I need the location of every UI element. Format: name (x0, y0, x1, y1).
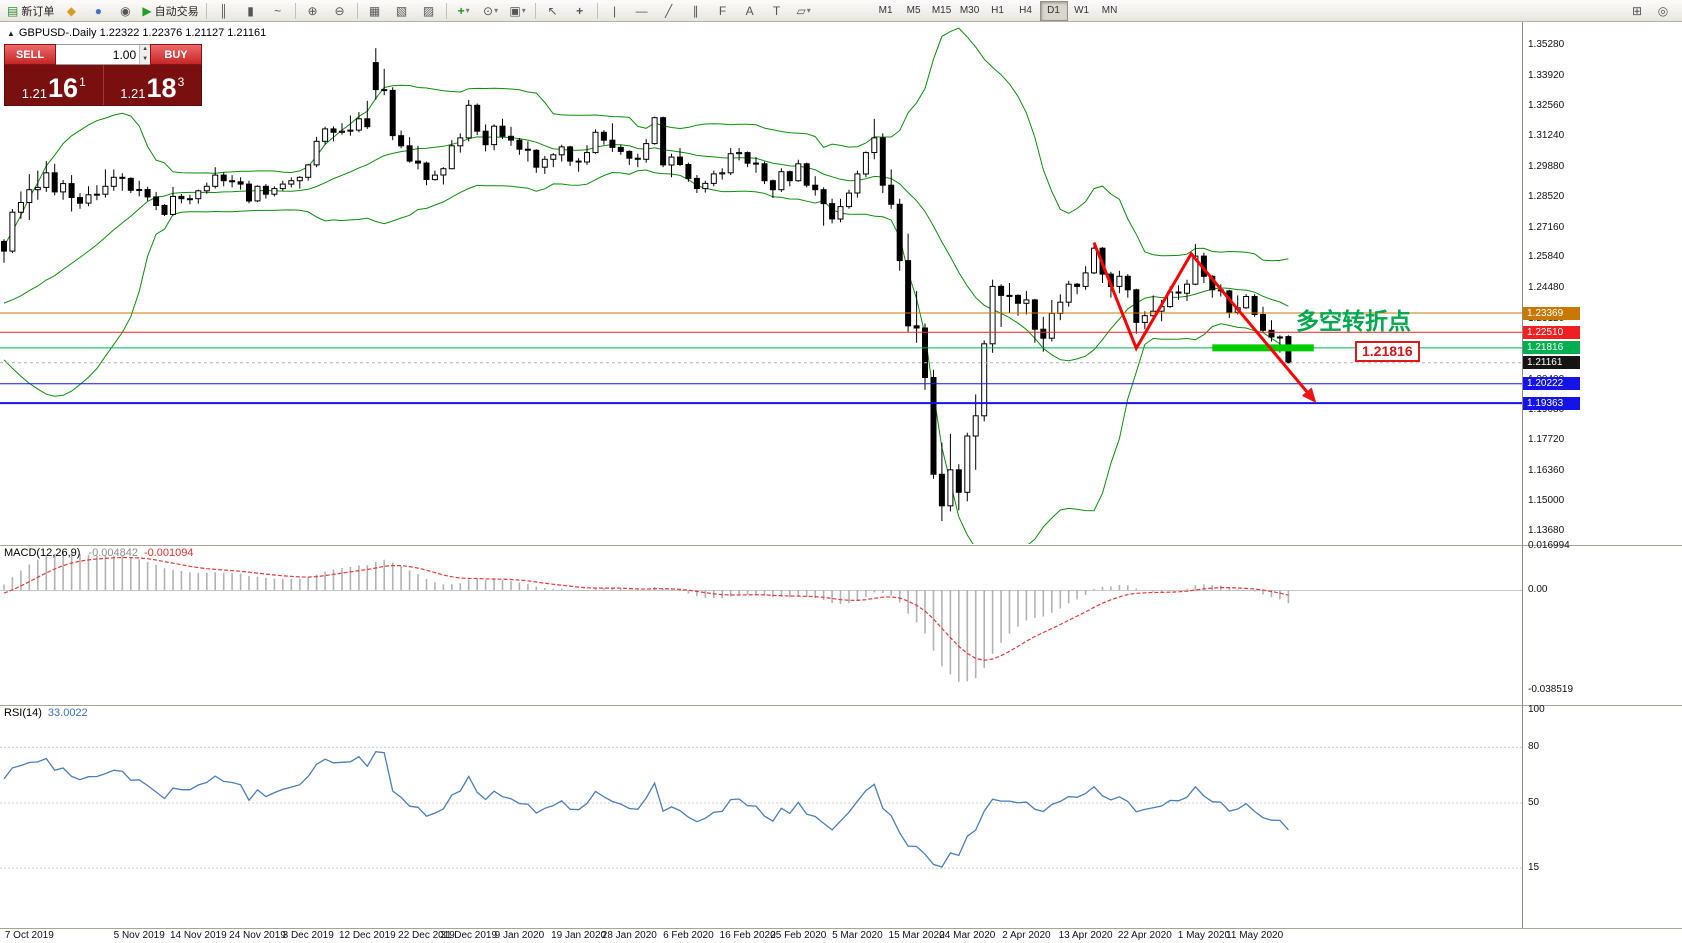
chevron-down-icon: ▾ (521, 6, 526, 15)
text-icon: A (745, 3, 754, 18)
arrange-windows-button[interactable]: ▧ (389, 1, 415, 21)
trendline-icon: ╱ (664, 3, 673, 18)
toolbar-separator (294, 2, 296, 19)
crosshair-icon: + (576, 3, 584, 18)
one-click-trading-panel: SELL ▲ ▼ BUY 1.21 16 1 1.21 (4, 44, 202, 106)
equidistant-channel-button[interactable]: ∥ (683, 1, 709, 21)
cascade-windows-button[interactable]: ▨ (416, 1, 442, 21)
shapes-icon: ▱ (796, 3, 806, 18)
sell-price-base: 1.21 (21, 86, 48, 101)
shapes-button[interactable]: ▱ ▾ (791, 1, 817, 21)
toolbar-separator (445, 2, 447, 19)
candlestick-chart-icon: ▮ (247, 3, 254, 18)
tile-windows-button[interactable]: ▦ (362, 1, 388, 21)
tile-windows-icon: ▦ (368, 3, 381, 18)
vertical-line-icon: | (613, 3, 617, 18)
text-label-icon: T (772, 3, 781, 18)
periods-button[interactable]: ⊙ ▾ (478, 1, 504, 21)
zoom-out-icon: ⊖ (334, 3, 345, 18)
toolbar-separator (596, 2, 598, 19)
text-label-button[interactable]: T (764, 1, 790, 21)
line-chart-icon: ~ (274, 3, 282, 18)
templates-button[interactable]: ▣ ▾ (505, 1, 531, 21)
toolbar-separator (205, 2, 207, 19)
timeframe-w1[interactable]: W1 (1074, 5, 1090, 16)
horizontal-line-button[interactable]: — (629, 1, 655, 21)
buy-price-point: 3 (177, 75, 185, 89)
text-button[interactable]: A (737, 1, 763, 21)
templates-icon: ▣ (509, 3, 521, 18)
trendline-button[interactable]: ╱ (656, 1, 682, 21)
equidistant-channel-icon: ∥ (692, 3, 699, 18)
volume-decrease-button[interactable]: ▼ (140, 54, 150, 64)
buy-button[interactable]: BUY (150, 44, 202, 65)
crosshair-button[interactable]: + (567, 1, 593, 21)
zoom-out-button[interactable]: ⊖ (327, 1, 353, 21)
timeframe-h1[interactable]: H1 (991, 5, 1004, 16)
timeframe-d1[interactable]: D1 (1039, 0, 1068, 21)
zoom-in-icon: ⊕ (307, 3, 318, 18)
new-order-icon: ▤ (7, 3, 19, 18)
timeframe-h4[interactable]: H4 (1019, 5, 1032, 16)
zoom-in-button[interactable]: ⊕ (300, 1, 326, 21)
sell-price-display[interactable]: 1.21 16 1 (5, 65, 103, 105)
timeframe-m30[interactable]: M30 (959, 5, 980, 16)
chevron-down-icon: ▾ (806, 6, 811, 15)
bar-chart-icon: ║ (219, 3, 228, 18)
toolbar-separator (356, 2, 358, 19)
candlestick-chart-button[interactable]: ▮ (238, 1, 264, 21)
timeframe-m1[interactable]: M1 (878, 5, 893, 16)
cursor-button[interactable]: ↖ (540, 1, 566, 21)
metaeditor-button[interactable]: ◉ (112, 1, 138, 21)
timeframe-mn[interactable]: MN (1101, 5, 1118, 16)
auto-trading-button[interactable]: ▶ 自动交易 (139, 1, 201, 21)
toolbar-separator (534, 2, 536, 19)
market-watch-icon: ◆ (66, 3, 76, 18)
volume-input[interactable] (56, 45, 140, 64)
sell-price-pips: 16 (48, 73, 79, 104)
cursor-icon: ↖ (547, 3, 558, 18)
bar-chart-button[interactable]: ║ (211, 1, 237, 21)
arrange-windows-icon: ▧ (395, 3, 408, 18)
line-chart-button[interactable]: ~ (265, 1, 291, 21)
main-toolbar: ▤ 新订单 ◆ ● ◉ ▶ 自动交易 ║ ▮ ~ ⊕ ⊖ ▦ ▧ ▨ + ▾ ⊙ ▾ ▣ ▾ ↖ + | — ╱ ∥ F A T ▱ ▾ M1 M… (0, 0, 1682, 22)
trade-panel-divider (102, 65, 104, 105)
timeframe-m15[interactable]: M15 (931, 5, 952, 16)
metaeditor-icon: ◉ (120, 3, 131, 18)
volume-control: ▲ ▼ (56, 44, 150, 65)
search-button[interactable]: ◎ (1650, 1, 1676, 21)
fibonacci-icon: F (718, 3, 727, 18)
toolbar-right-group: ⊞ ◎ (1624, 1, 1676, 21)
fibonacci-button[interactable]: F (710, 1, 736, 21)
sell-button[interactable]: SELL (4, 44, 56, 65)
timeframe-m5[interactable]: M5 (906, 5, 921, 16)
timeframe-group: M1 M5 M15 M30 H1 H4 D1 W1 MN (872, 0, 1124, 21)
accounts-icon: ● (94, 3, 102, 18)
chevron-down-icon: ▾ (465, 6, 470, 15)
periods-icon: ⊙ (483, 3, 494, 18)
new-chart-window-icon: ⊞ (1631, 4, 1643, 18)
auto-trading-label: 自动交易 (154, 5, 199, 18)
accounts-button[interactable]: ● (85, 1, 111, 21)
market-watch-button[interactable]: ◆ (58, 1, 84, 21)
vertical-line-button[interactable]: | (602, 1, 628, 21)
buy-price-display[interactable]: 1.21 18 3 (104, 65, 202, 105)
auto-trading-icon: ▶ (142, 3, 152, 18)
new-chart-window-button[interactable]: ⊞ (1624, 1, 1650, 21)
buy-price-base: 1.21 (120, 86, 146, 101)
buy-price-pips: 18 (146, 73, 177, 104)
chevron-down-icon: ▾ (494, 6, 499, 15)
new-order-label: 新订单 (21, 5, 55, 18)
indicators-button[interactable]: + ▾ (451, 1, 477, 21)
indicators-icon: + (457, 3, 465, 18)
volume-increase-button[interactable]: ▲ (140, 45, 150, 55)
search-icon: ◎ (1657, 4, 1669, 18)
cascade-windows-icon: ▨ (422, 3, 435, 18)
horizontal-line-icon: — (635, 3, 648, 18)
new-order-button[interactable]: ▤ 新订单 (4, 1, 57, 21)
sell-price-point: 1 (79, 75, 86, 89)
